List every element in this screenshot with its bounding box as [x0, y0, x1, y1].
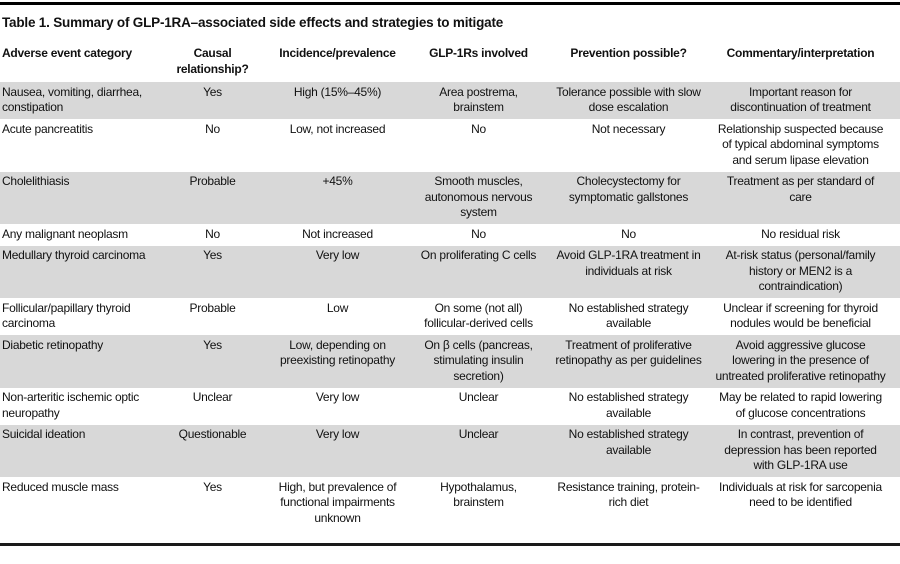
table-cell: Avoid GLP-1RA treatment in individuals a… [547, 245, 710, 298]
table-cell: Very low [265, 424, 410, 477]
table-cell: Yes [160, 245, 265, 298]
table-cell: High, but prevalence of functional impai… [278, 479, 397, 525]
table-cell: Medullary thyroid carcinoma [0, 245, 160, 298]
table-row: Follicular/papillary thyroid carcinoma Pr… [0, 298, 900, 335]
table-cell: Cholecystectomy for symptomatic gallston… [547, 171, 710, 224]
table-cell: On β cells (pancreas, stimulating insuli… [410, 335, 547, 388]
table-row: Any malignant neoplasm No Not increased No N… [0, 224, 900, 246]
table-cell: Probable [189, 300, 236, 315]
table-cell: No [471, 121, 486, 136]
table-cell: Avoid aggressive glucose lowering in the… [710, 335, 900, 388]
table-cell: Resistance training, protein-rich diet [557, 479, 700, 510]
table-title: Table 1. Summary of GLP-1RA–associated s… [2, 15, 504, 30]
table-row: Cholelithiasis Probable +45% Smooth muscles… [0, 171, 900, 224]
table-cell: Area postrema, brainstem [410, 82, 547, 119]
column-header-adverse-event: Adverse event category [2, 46, 132, 60]
table-cell: Diabetic retinopathy [0, 335, 160, 388]
table-cell: Reduced muscle mass [2, 479, 119, 494]
table-row: Reduced muscle mass Yes High, but prevalen… [0, 477, 900, 530]
table-cell: No established strategy available [568, 300, 689, 331]
column-header-commentary: Commentary/interpretation [726, 46, 875, 60]
table-row: Nausea, vomiting, diarrhea, constipation… [0, 82, 900, 119]
table-header: Adverse event category Causal relationsh… [0, 31, 900, 82]
table-cell: Nausea, vomiting, diarrhea, constipation [0, 82, 160, 119]
table-cell: High (15%–45%) [265, 82, 410, 119]
table-cell: On proliferating C cells [410, 245, 547, 298]
table-row: Non-arteritic ischemic optic neuropathy U… [0, 388, 900, 425]
table-cell: No [621, 226, 636, 241]
table-cell: Very low [315, 390, 360, 404]
table-cell: No [471, 226, 486, 241]
table-cell: Follicular/papillary thyroid carcinoma [2, 300, 131, 331]
table-cell: Suicidal ideation [0, 424, 160, 477]
column-header-incidence: Incidence/prevalence [279, 46, 396, 60]
table-cell: Low, depending on preexisting retinopath… [265, 335, 410, 388]
table-cell: Smooth muscles, autonomous nervous syste… [410, 171, 547, 224]
table-row: Suicidal ideation Questionable Very low Unc… [0, 424, 900, 477]
column-header-glp1rs: GLP-1Rs involved [429, 46, 528, 60]
top-rule [0, 2, 900, 5]
table-cell: +45% [265, 171, 410, 224]
header-row: Adverse event category Causal relationsh… [0, 31, 900, 82]
column-header-prevention: Prevention possible? [570, 46, 687, 60]
table-cell: No residual risk [761, 226, 840, 241]
table-cell: Cholelithiasis [0, 171, 160, 224]
side-effects-table: Adverse event category Causal relationsh… [0, 31, 900, 530]
table-cell: Low [326, 300, 349, 315]
table-cell: Not increased [302, 226, 373, 241]
table-cell: Any malignant neoplasm [2, 226, 128, 241]
table-cell: Unclear [458, 390, 499, 404]
table-cell: Treatment as per standard of care [710, 171, 900, 224]
table-cell: Unclear [410, 424, 547, 477]
table-cell: Acute pancreatitis [2, 121, 93, 136]
table-cell: Individuals at risk for sarcopenia need … [719, 479, 882, 510]
bottom-rule [0, 542, 900, 546]
table-body: Nausea, vomiting, diarrhea, constipation… [0, 82, 900, 530]
table-row: Medullary thyroid carcinoma Yes Very low On… [0, 245, 900, 298]
table-cell: Tolerance possible with slow dose escala… [547, 82, 710, 119]
table-cell: No established strategy available [547, 424, 710, 477]
table-cell: At-risk status (personal/family history … [710, 245, 900, 298]
table-cell: No [205, 121, 220, 136]
table-cell: Important reason for discontinuation of … [710, 82, 900, 119]
table-cell: Unclear [192, 390, 233, 404]
table-cell: Very low [265, 245, 410, 298]
table-cell: Yes [160, 335, 265, 388]
table-cell: Yes [160, 82, 265, 119]
table-cell: Non-arteritic ischemic optic neuropathy [2, 390, 140, 420]
table-cell: Not necessary [591, 121, 666, 136]
table-cell: No established strategy available [568, 390, 689, 420]
table-cell: Low, not increased [289, 121, 386, 136]
table-figure: Table 1. Summary of GLP-1RA–associated s… [0, 2, 900, 546]
table-cell: Questionable [160, 424, 265, 477]
column-header-causal-relationship: Causal relationship? [176, 46, 249, 76]
table-cell: Hypothalamus, brainstem [440, 479, 517, 510]
table-cell: No [205, 226, 220, 241]
table-row: Diabetic retinopathy Yes Low, depending on… [0, 335, 900, 388]
table-cell: May be related to rapid lowering of gluc… [719, 390, 882, 420]
table-cell: Unclear if screening for thyroid nodules… [723, 300, 878, 331]
table-cell: Relationship suspected because of typica… [717, 121, 884, 167]
table-cell: In contrast, prevention of depression ha… [710, 424, 900, 477]
table-cell: On some (not all) follicular-derived cel… [424, 300, 533, 331]
table-cell: Yes [203, 479, 222, 494]
table-cell: Treatment of proliferative retinopathy a… [547, 335, 710, 388]
table-cell: Probable [160, 171, 265, 224]
table-row: Acute pancreatitis No Low, not increased No… [0, 119, 900, 172]
